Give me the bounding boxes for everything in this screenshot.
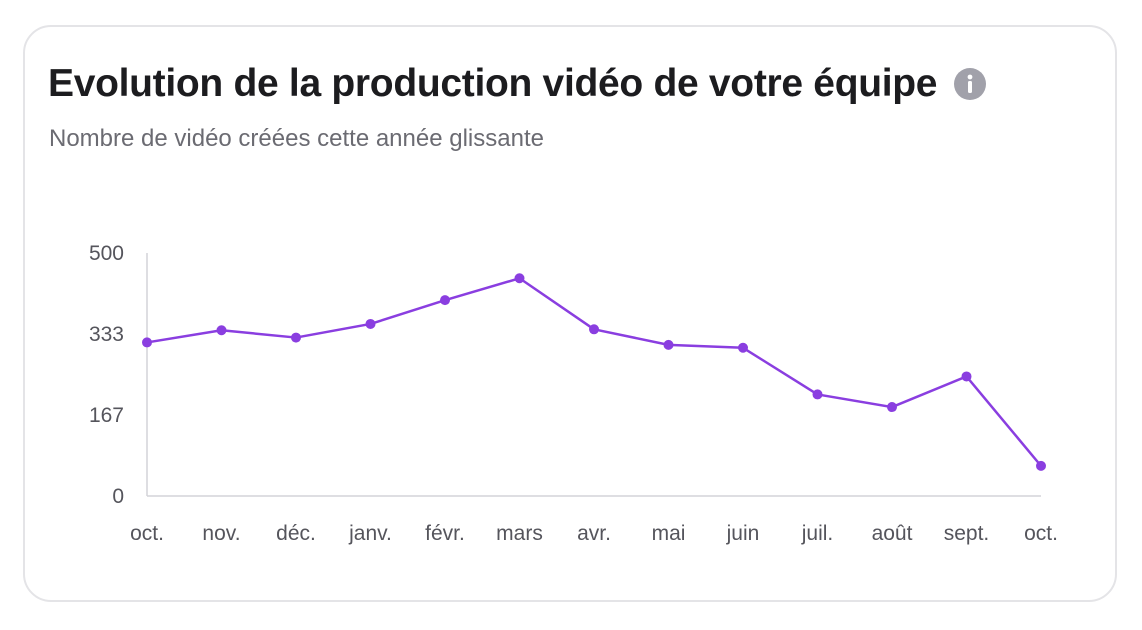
chart-axes: [146, 253, 1041, 497]
y-axis-ticks: 0 167 333 500: [89, 242, 124, 508]
x-tick-label: janv.: [348, 522, 392, 545]
data-point[interactable]: [142, 337, 152, 348]
data-point[interactable]: [514, 273, 525, 284]
x-tick-label: déc.: [276, 522, 316, 545]
series-line: [146, 277, 1042, 467]
data-point[interactable]: [961, 371, 972, 382]
y-tick-label: 0: [112, 485, 124, 508]
x-tick-label: mars: [496, 522, 543, 545]
info-icon[interactable]: [953, 67, 987, 101]
data-point[interactable]: [589, 324, 599, 335]
y-tick-label: 500: [89, 242, 124, 265]
x-tick-label: sept.: [944, 522, 990, 545]
x-tick-label: mai: [652, 522, 686, 545]
data-point[interactable]: [812, 389, 823, 400]
x-tick-label: juil.: [801, 522, 834, 545]
x-tick-label: nov.: [202, 522, 240, 545]
data-point[interactable]: [291, 332, 301, 343]
x-axis-ticks: oct. nov. déc. janv. févr. mars avr. mai juin jui…: [130, 522, 1058, 545]
x-tick-label: août: [872, 522, 913, 545]
x-tick-label: oct.: [130, 522, 164, 545]
data-point[interactable]: [1036, 460, 1046, 471]
y-tick-label: 167: [89, 404, 124, 427]
y-tick-label: 333: [89, 323, 124, 346]
data-point[interactable]: [440, 295, 450, 306]
data-point[interactable]: [365, 318, 376, 329]
chart-title: Evolution de la production vidéo de votr…: [48, 62, 938, 105]
title-row: Evolution de la production vidéo de votr…: [48, 60, 987, 108]
data-point[interactable]: [887, 402, 897, 413]
x-tick-label: avr.: [577, 522, 611, 545]
series-layer: [142, 273, 1046, 471]
x-tick-label: oct.: [1024, 522, 1058, 545]
data-point[interactable]: [738, 342, 748, 353]
data-point[interactable]: [663, 339, 674, 350]
data-point[interactable]: [216, 325, 227, 336]
chart-subtitle: Nombre de vidéo créées cette année gliss…: [49, 125, 544, 152]
x-tick-label: févr.: [425, 522, 465, 545]
x-tick-label: juin: [726, 522, 760, 545]
